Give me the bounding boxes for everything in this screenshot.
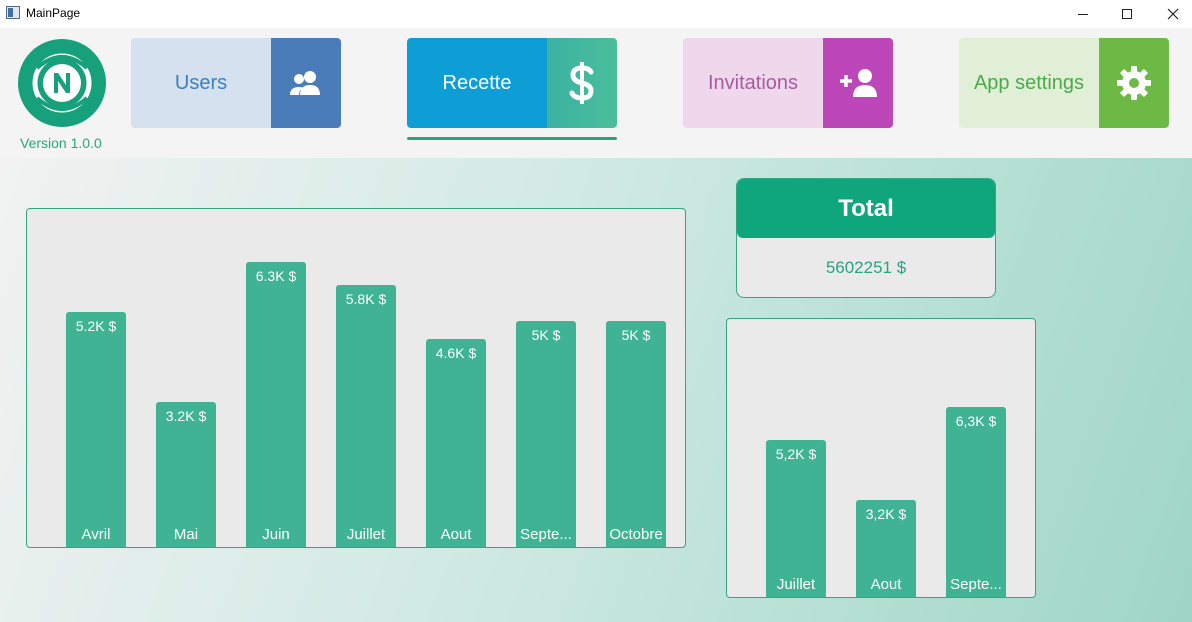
add-user-icon bbox=[840, 69, 877, 97]
nav-invitations-button[interactable]: Invitations bbox=[683, 38, 893, 128]
bar-category-label: Septe... bbox=[950, 576, 1002, 593]
dollar-icon bbox=[569, 62, 594, 104]
bar-value-label: 5K $ bbox=[621, 327, 651, 343]
chart-bar: 3.2K $ Mai bbox=[156, 402, 216, 547]
bar-value-label: 6.3K $ bbox=[255, 268, 297, 284]
bar-value-label: 4.6K $ bbox=[435, 345, 477, 361]
app-logo bbox=[18, 39, 106, 127]
bar-category-label: Octobre bbox=[609, 526, 663, 543]
bar-category-label: Aout bbox=[440, 526, 472, 543]
minimize-icon bbox=[1078, 13, 1088, 15]
close-icon bbox=[1167, 8, 1179, 20]
gear-icon bbox=[1117, 66, 1151, 100]
chart-bar: 5,2K $ Juillet bbox=[766, 440, 826, 597]
total-card: Total 5602251 $ bbox=[736, 178, 996, 298]
bar-category-label: Juin bbox=[262, 526, 290, 543]
maximize-button[interactable] bbox=[1104, 0, 1150, 28]
bar-value-label: 6,3K $ bbox=[955, 413, 997, 429]
nav-recette-button[interactable]: Recette bbox=[407, 38, 617, 128]
chart-bar: 4.6K $ Aout bbox=[426, 339, 486, 547]
logo-mark-icon bbox=[32, 53, 92, 113]
chart-bar: 5.2K $ Avril bbox=[66, 312, 126, 547]
version-label: Version 1.0.0 bbox=[20, 135, 102, 151]
total-value: 5602251 $ bbox=[825, 258, 907, 277]
bar-category-label: Juillet bbox=[776, 576, 816, 593]
bar-category-label: Avril bbox=[81, 526, 111, 543]
app-window-icon bbox=[6, 6, 20, 19]
bar-value-label: 5K $ bbox=[531, 327, 561, 343]
nav-users-label: Users bbox=[131, 38, 271, 128]
close-button[interactable] bbox=[1150, 0, 1192, 28]
bar-category-label: Aout bbox=[870, 576, 902, 593]
bar-category-label: Mai bbox=[173, 526, 199, 543]
active-tab-indicator bbox=[407, 137, 617, 140]
nav-users-button[interactable]: Users bbox=[131, 38, 341, 128]
chart-bar: 3,2K $ Aout bbox=[856, 500, 916, 597]
bar-value-label: 5,2K $ bbox=[775, 446, 817, 462]
chart-bar: 5K $ Octobre bbox=[606, 321, 666, 547]
nav-recette-label: Recette bbox=[407, 38, 547, 128]
header: Version 1.0.0 Users Recette Invitations bbox=[0, 28, 1192, 158]
chart-bar: 6.3K $ Juin bbox=[246, 262, 306, 547]
nav-settings-button[interactable]: App settings bbox=[959, 38, 1169, 128]
minimize-button[interactable] bbox=[1060, 0, 1106, 28]
main-content: 5.2K $ Avril 3.2K $ Mai 6.3K $ Juin 5.8K $ Juil… bbox=[0, 158, 1192, 622]
chart-bar: 5.8K $ Juillet bbox=[336, 285, 396, 547]
bar-value-label: 5.8K $ bbox=[345, 291, 387, 307]
bar-category-label: Septe... bbox=[520, 526, 572, 543]
bar-category-label: Juillet bbox=[346, 526, 386, 543]
maximize-icon bbox=[1122, 9, 1132, 19]
total-title: Total bbox=[737, 179, 995, 238]
users-icon bbox=[290, 71, 320, 95]
bar-value-label: 3.2K $ bbox=[165, 408, 207, 424]
nav-settings-label: App settings bbox=[959, 38, 1099, 128]
title-bar: MainPage bbox=[0, 0, 1192, 28]
bar-value-label: 3,2K $ bbox=[865, 506, 907, 522]
chart-bar: 5K $ Septe... bbox=[516, 321, 576, 547]
window-title: MainPage bbox=[26, 6, 81, 20]
monthly-revenue-chart: 5.2K $ Avril 3.2K $ Mai 6.3K $ Juin 5.8K $ Juil… bbox=[26, 208, 686, 548]
recent-revenue-chart: 5,2K $ Juillet 3,2K $ Aout 6,3K $ Septe... bbox=[726, 318, 1036, 598]
chart-bar: 6,3K $ Septe... bbox=[946, 407, 1006, 597]
nav-invitations-label: Invitations bbox=[683, 38, 823, 128]
bar-value-label: 5.2K $ bbox=[75, 318, 117, 334]
